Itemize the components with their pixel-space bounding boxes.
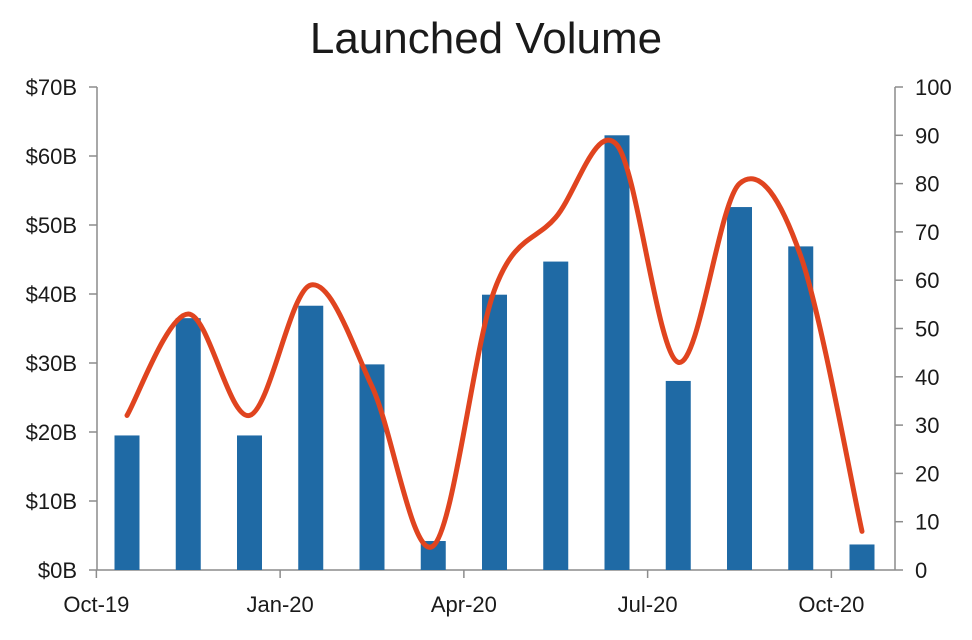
bar xyxy=(788,246,814,570)
y-right-tick-label: 20 xyxy=(915,461,939,486)
y-left-tick-label: $0B xyxy=(38,558,77,583)
y-right-tick-label: 80 xyxy=(915,172,939,197)
y-left-tick-label: $60B xyxy=(26,144,77,169)
y-right-tick-label: 90 xyxy=(915,123,939,148)
y-left-tick-label: $30B xyxy=(26,351,77,376)
bar xyxy=(237,435,262,570)
y-right-tick-label: 70 xyxy=(915,220,939,245)
y-right-tick-label: 10 xyxy=(915,510,939,535)
y-right-tick-label: 30 xyxy=(915,413,939,438)
x-tick-label: Oct-20 xyxy=(798,592,864,617)
tick-labels: $0B $10B $20B $30B $40B $50B $60B $70B 0 10 20 30 40… xyxy=(26,75,952,617)
chart-title: Launched Volume xyxy=(309,14,663,63)
bar xyxy=(727,207,752,570)
bar xyxy=(604,135,630,571)
bar xyxy=(359,364,385,570)
y-right-tick-label: 60 xyxy=(915,268,939,293)
x-tick-label: Oct-19 xyxy=(63,592,129,617)
bar-series xyxy=(114,135,875,571)
y-right-tick-label: 40 xyxy=(915,365,939,390)
y-left-tick-label: $70B xyxy=(26,75,77,100)
bar xyxy=(849,544,875,570)
bar xyxy=(543,261,569,570)
line-series xyxy=(124,137,865,550)
bar xyxy=(175,318,201,570)
y-right-tick-label: 50 xyxy=(915,317,939,342)
y-left-tick-label: $10B xyxy=(26,489,77,514)
y-left-tick-label: $40B xyxy=(26,282,77,307)
y-right-tick-label: 100 xyxy=(915,75,952,100)
y-left-tick-label: $50B xyxy=(26,213,77,238)
y-right-tick-label: 0 xyxy=(915,558,927,583)
bar xyxy=(482,294,507,570)
y-left-tick-label: $20B xyxy=(26,420,77,445)
series-line xyxy=(124,137,865,550)
bar xyxy=(114,435,140,570)
x-tick-label: Apr-20 xyxy=(431,592,497,617)
bar xyxy=(665,380,691,570)
x-tick-label: Jul-20 xyxy=(618,592,678,617)
bar xyxy=(298,305,324,570)
x-tick-label: Jan-20 xyxy=(246,592,313,617)
